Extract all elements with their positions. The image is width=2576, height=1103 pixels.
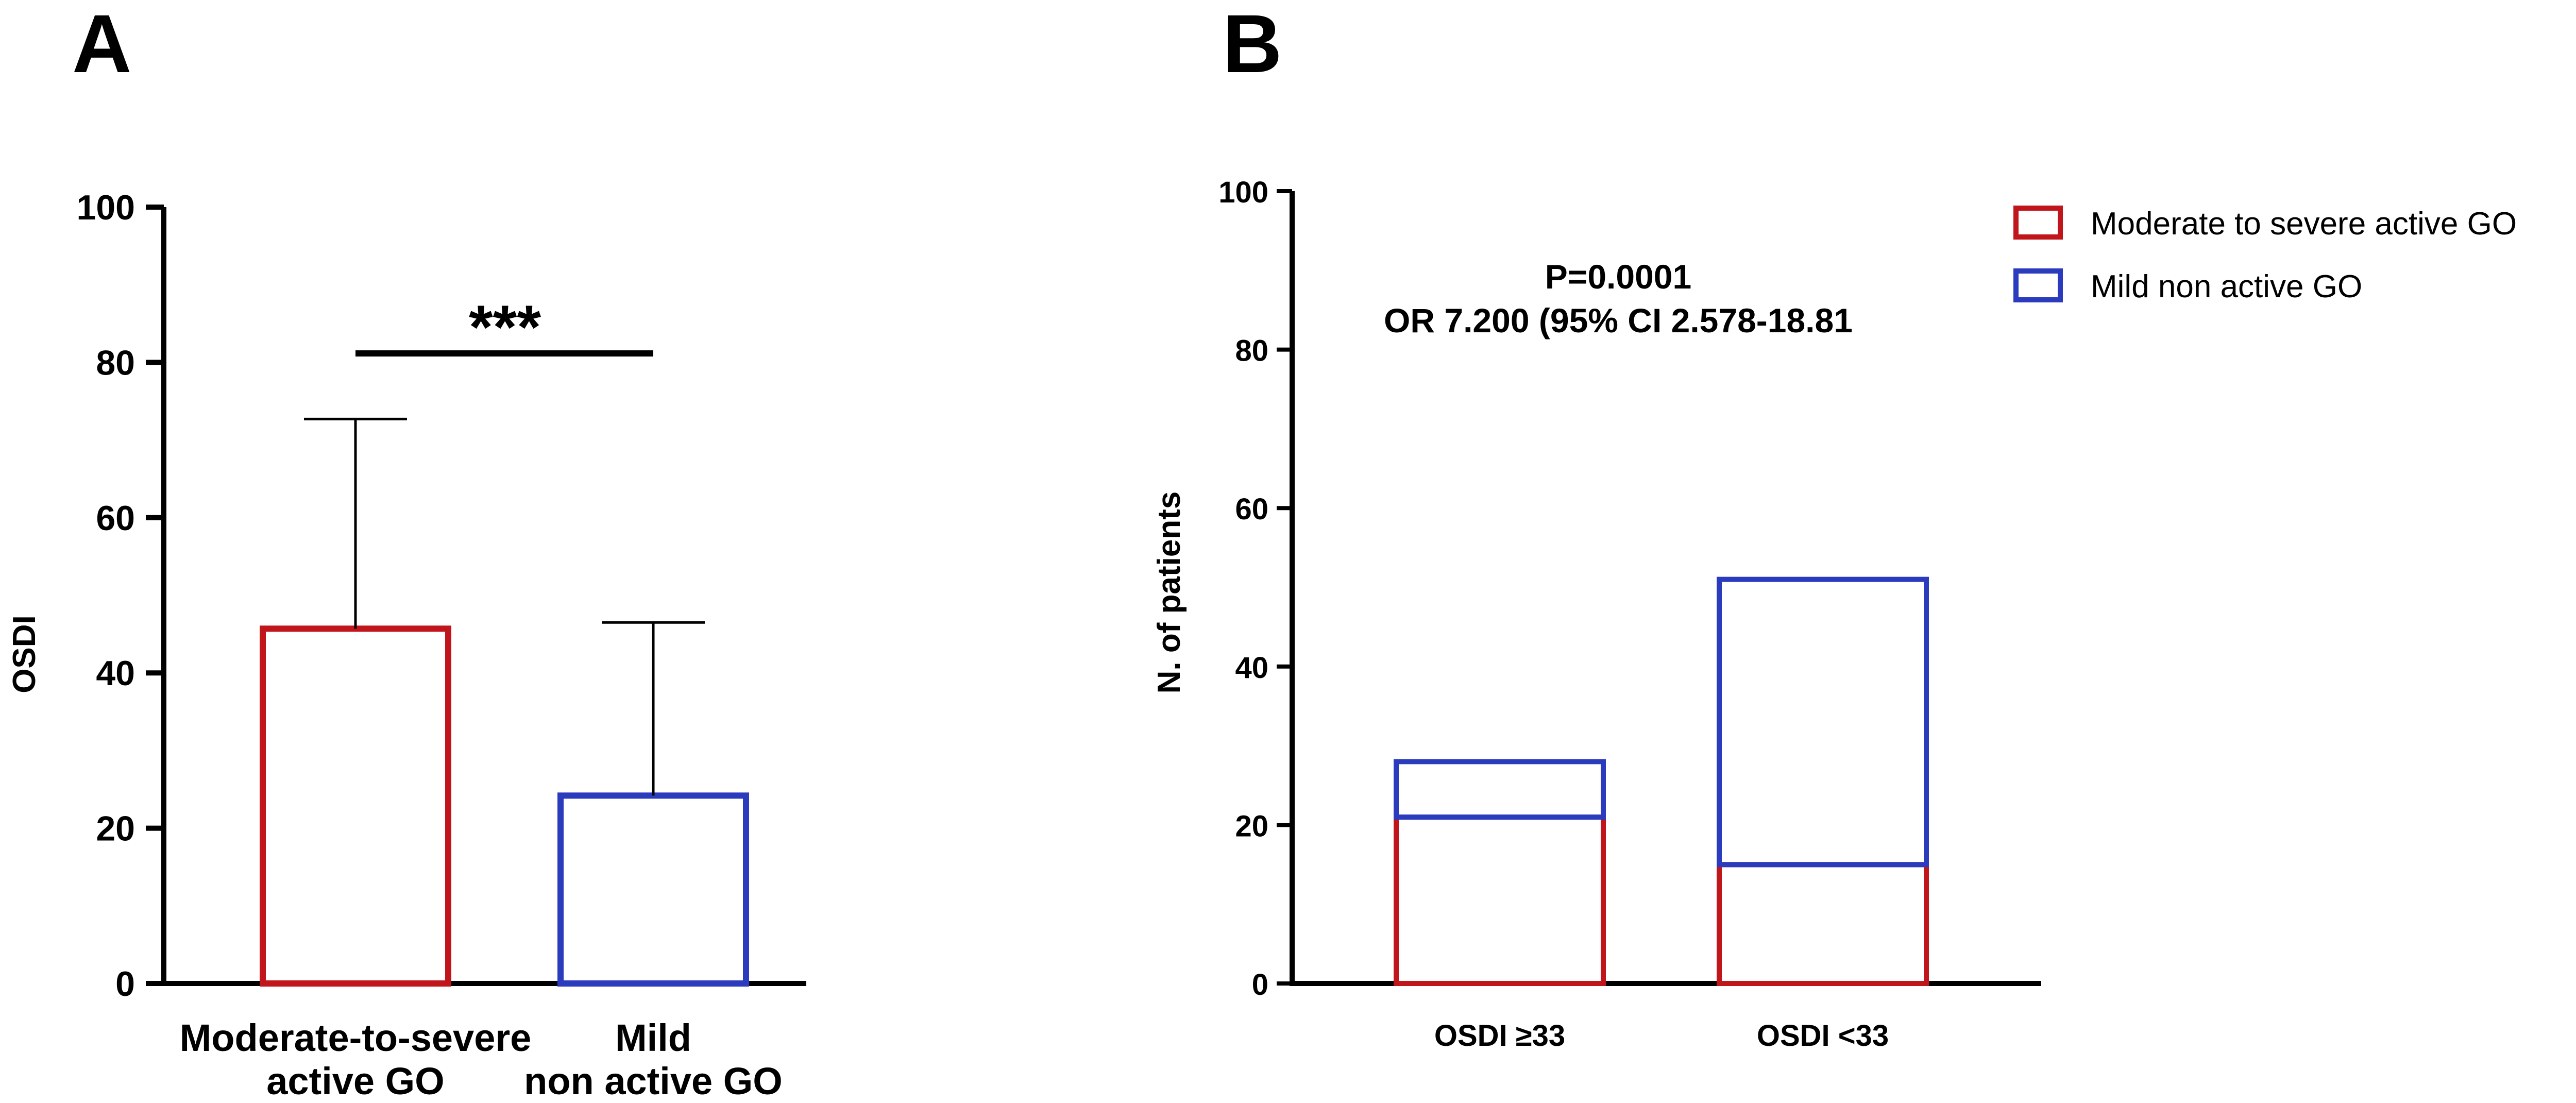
panel-a-letter: A (72, 0, 132, 90)
panel-a-bar-1 (260, 625, 451, 987)
panel-a-category-label-2-line2: non active GO (524, 1060, 783, 1102)
panel-b: B N. of patients 0 20 40 60 80 100 P=0.0001 O… (1151, 0, 2517, 1053)
panel-b-y-tick-label-5: 100 (1218, 176, 1268, 209)
panel-a-category-label-1-line1: Moderate-to-severe (180, 1016, 532, 1059)
panel-b-y-ticks: 0 20 40 60 80 100 (1218, 176, 1292, 1002)
panel-b-y-tick-label-0: 0 (1252, 968, 1268, 1002)
panel-b-bar-1-segment-1 (1394, 814, 1606, 987)
panel-a-y-tick-label-5: 100 (77, 188, 135, 227)
panel-b-bar-2-segment-2 (1717, 576, 1929, 868)
legend-swatch-moderate-severe (2013, 206, 2063, 240)
panel-b-y-axis-title: N. of patients (1151, 491, 1187, 694)
panel-a-significance-stars: *** (469, 293, 541, 362)
panel-a-bar-2 (557, 792, 749, 987)
panel-a-y-tick-label-4: 80 (96, 343, 135, 382)
panel-b-bars (1394, 576, 1929, 987)
panel-b-p-value: P=0.0001 (1545, 258, 1691, 296)
panel-b-y-tick-label-1: 20 (1235, 809, 1268, 843)
panel-b-y-tick-label-3: 60 (1235, 493, 1268, 526)
panel-b-category-label-1: OSDI ≥33 (1434, 1019, 1565, 1053)
panel-b-bar-2-segment-1 (1717, 862, 1929, 987)
panel-a-y-ticks: 0 20 40 60 80 100 (77, 188, 164, 1004)
panel-b-odds-ratio: OR 7.200 (95% CI 2.578-18.81 (1384, 301, 1853, 340)
panel-a-bars (260, 625, 749, 987)
panel-b-y-tick-label-4: 80 (1235, 334, 1268, 368)
panel-a-error-bars (304, 417, 705, 796)
legend-label-mild-non-active: Mild non active GO (2091, 269, 2362, 304)
panel-a-y-tick-label-1: 20 (96, 809, 135, 849)
panel-b-legend: Moderate to severe active GO Mild non ac… (2013, 206, 2517, 304)
legend-swatch-mild-non-active (2013, 268, 2063, 302)
legend-label-moderate-severe: Moderate to severe active GO (2091, 206, 2517, 242)
panel-a-y-tick-label-3: 60 (96, 499, 135, 538)
panel-a: A OSDI 0 20 40 60 80 100 *** Moderate-to-seve… (7, 0, 806, 1102)
panel-b-y-tick-label-2: 40 (1235, 651, 1268, 685)
panel-b-letter: B (1223, 0, 1282, 90)
panel-b-category-label-2: OSDI <33 (1757, 1019, 1889, 1053)
panel-a-category-label-2-line1: Mild (615, 1016, 691, 1059)
panel-a-y-axis-title: OSDI (7, 615, 42, 693)
panel-a-category-label-1-line2: active GO (266, 1060, 445, 1102)
panel-a-y-tick-label-2: 40 (96, 654, 135, 693)
panel-b-bar-1-segment-2 (1394, 759, 1606, 820)
panel-a-y-tick-label-0: 0 (115, 964, 135, 1004)
